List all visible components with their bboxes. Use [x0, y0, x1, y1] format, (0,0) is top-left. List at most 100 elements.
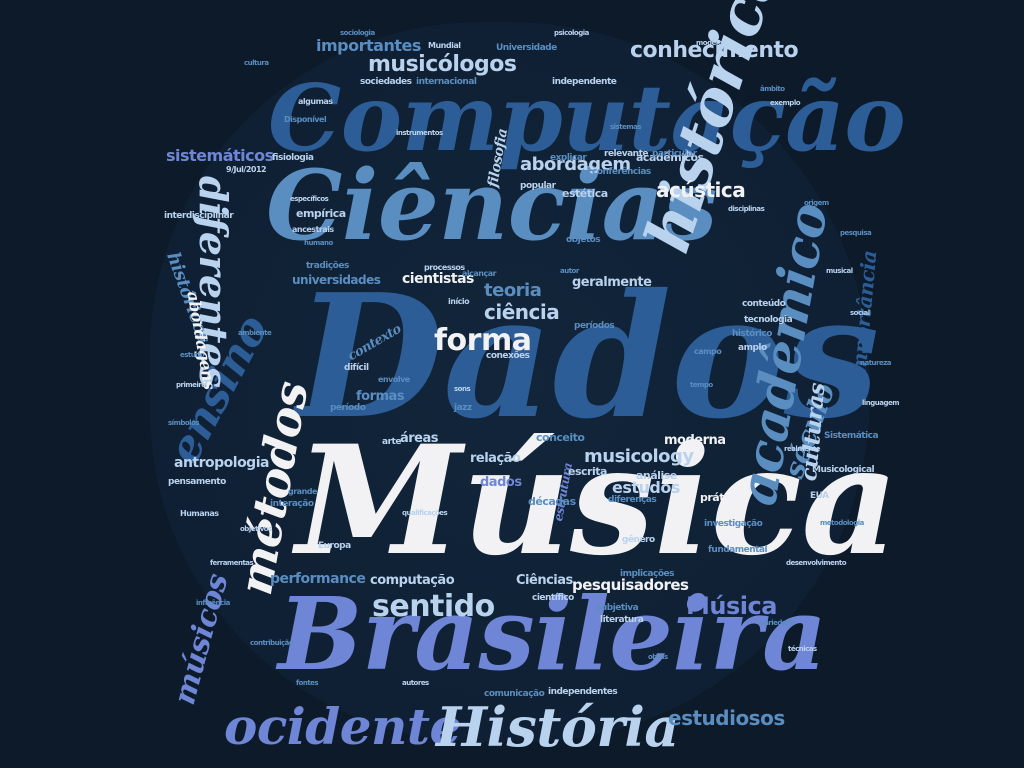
- word-qualificacoes: qualificações: [402, 509, 448, 517]
- word-ciencias: Ciências: [266, 149, 717, 262]
- word-tecnicas: técnicas: [788, 645, 817, 653]
- word-sons: sons: [454, 385, 471, 393]
- word-empirica: empírica: [296, 207, 346, 220]
- word-universidade: Universidade: [496, 43, 557, 53]
- word-dados: Dados: [296, 257, 880, 457]
- word-variedade: variedade: [760, 619, 795, 627]
- word-computacao: Computação: [268, 64, 906, 172]
- word-contribuicao: contribuição: [250, 639, 294, 647]
- word-metodologia: metodologia: [820, 519, 864, 527]
- word-jazz: jazz: [454, 403, 472, 413]
- word-primeiro: primeiro: [176, 381, 206, 389]
- word-disponivel: Disponível: [284, 115, 327, 124]
- word-dados-small: dados: [480, 475, 522, 490]
- word-psicologia: psicologia: [554, 29, 589, 37]
- word-literatura: literatura: [600, 615, 644, 625]
- word-pratica: prática: [700, 491, 741, 504]
- word-europa: Europa: [318, 541, 351, 551]
- word-escrita: escrita: [568, 465, 607, 478]
- word-amplo: amplo: [738, 343, 767, 353]
- word-explicar: explicar: [550, 153, 587, 163]
- word-investigacao: investigação: [704, 519, 763, 529]
- word-envolve: envolve: [378, 375, 410, 384]
- word-relevante: relevante: [604, 149, 649, 159]
- word-musica: Música: [296, 413, 899, 589]
- word-forma: forma: [434, 323, 532, 358]
- word-subjetiva: subjetiva: [596, 603, 639, 613]
- word-geralmente: geralmente: [572, 275, 652, 290]
- word-periodos: períodos: [574, 321, 615, 331]
- word-cientifico: científico: [532, 593, 574, 603]
- word-musica-small: Música: [686, 592, 777, 620]
- word-universidades: universidades: [292, 273, 381, 287]
- word-conteudo: conteúdo: [742, 299, 786, 309]
- word-historico: histórico: [732, 329, 772, 339]
- word-comunicacao: comunicação: [484, 689, 545, 699]
- word-popular: popular: [520, 181, 556, 191]
- word-conferencias: conferências: [592, 167, 651, 177]
- word-fundamental: fundamental: [708, 545, 768, 555]
- word-diferencas: diferenças: [608, 495, 657, 505]
- word-eua: EUA: [810, 491, 829, 501]
- word-dificil: difícil: [344, 363, 369, 373]
- word-analise: análise: [636, 469, 677, 482]
- word-estudos: estudos: [612, 478, 680, 497]
- word-natureza: natureza: [860, 359, 892, 367]
- word-tempo: tempo: [690, 381, 713, 389]
- word-inicio: início: [448, 297, 470, 306]
- word-sociologia: sociologia: [340, 29, 375, 37]
- word-algumas: algumas: [298, 97, 333, 106]
- word-musicos: músicos: [167, 570, 236, 709]
- word-areas: áreas: [400, 431, 439, 446]
- word-arte: arte: [382, 437, 401, 447]
- word-particular: particular: [652, 149, 697, 159]
- word-sistematica: Sistemática: [824, 431, 879, 441]
- word-realmente: realmente: [784, 445, 820, 453]
- word-ferramentas: ferramentas: [210, 559, 254, 567]
- word-alcancar: alcançar: [462, 269, 497, 278]
- word-conhecimento: conhecimento: [630, 38, 799, 63]
- word-exemplo: exemplo: [770, 99, 801, 107]
- word-implicacoes: implicações: [620, 569, 674, 579]
- word-interacao: interação: [270, 499, 314, 509]
- word-musicologos: musicólogos: [368, 52, 517, 77]
- word-decadas: décadas: [528, 495, 576, 508]
- word-musicological: Musicological: [812, 465, 875, 475]
- word-desenvolvimento: desenvolvimento: [786, 559, 847, 567]
- word-ancestrais: ancestrais: [292, 225, 334, 234]
- word-especificos: específicos: [290, 195, 329, 203]
- word-estetica: estética: [562, 187, 608, 200]
- word-linguagem: linguagem: [862, 399, 900, 407]
- word-objetos: objetos: [566, 235, 601, 245]
- word-campo: campo: [694, 347, 722, 356]
- word-tecnologia: tecnologia: [744, 315, 793, 325]
- word-pesquisa: pesquisa: [840, 229, 872, 237]
- word-independente: independente: [552, 77, 617, 87]
- word-internacional: internacional: [416, 77, 477, 87]
- word-ciencia: ciência: [484, 300, 560, 324]
- word-obras: obras: [648, 653, 668, 661]
- word-relacao: relação: [470, 451, 521, 466]
- word-sentido: sentido: [372, 589, 495, 624]
- word-pensamento: pensamento: [168, 477, 226, 487]
- word-instrumentos: instrumentos: [396, 129, 443, 137]
- word-disciplinas: disciplinas: [728, 205, 765, 213]
- word-computacao-small: computação: [370, 573, 455, 588]
- word-acustica: acústica: [656, 178, 746, 202]
- word-genero: gênero: [622, 535, 655, 545]
- word-brasileira: Brasileira: [278, 575, 827, 693]
- word-modelos: modelos: [696, 39, 726, 47]
- word-estudiosos: estudiosos: [668, 706, 785, 730]
- word-grande: grande: [288, 487, 317, 496]
- word-historia: História: [436, 695, 679, 759]
- word-sistemas: sistemas: [610, 123, 642, 131]
- word-interdisciplinar: interdisciplinar: [164, 211, 234, 221]
- word-origem: origem: [804, 199, 829, 207]
- word-ciencias-small: Ciências: [516, 573, 573, 588]
- word-importantes: importantes: [316, 36, 421, 55]
- word-conexoes: conexões: [486, 351, 530, 361]
- word-cientistas: cientistas: [402, 271, 474, 287]
- word-fontes: fontes: [296, 679, 319, 687]
- word-tradicoes: tradições: [306, 261, 349, 271]
